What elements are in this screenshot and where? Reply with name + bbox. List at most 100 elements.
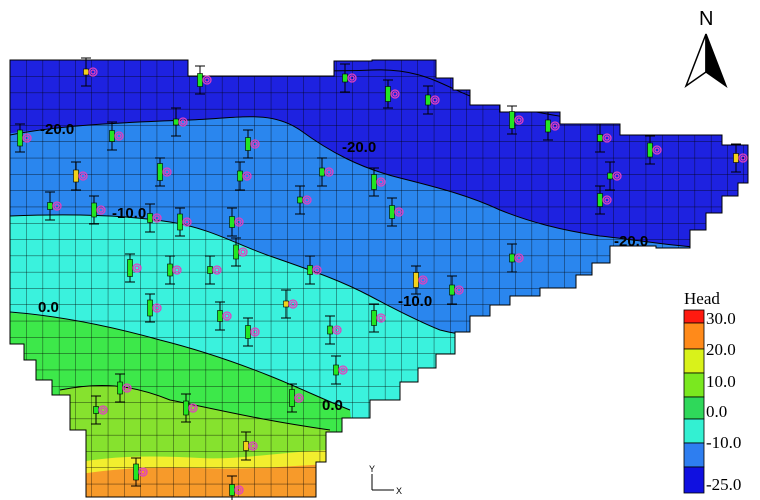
observation-target-icon — [454, 285, 464, 295]
well-marker-icon — [507, 243, 524, 273]
observation-target-icon — [347, 73, 357, 83]
legend-title: Head — [684, 289, 720, 308]
observation-target-icon — [202, 75, 212, 85]
well-marker-icon — [543, 111, 560, 141]
well-marker-icon — [115, 373, 132, 403]
observation-target-icon — [294, 393, 304, 403]
well-marker-icon — [383, 79, 400, 109]
observation-target-icon — [418, 275, 428, 285]
observation-target-icon — [602, 195, 612, 205]
observation-target-icon — [188, 403, 198, 413]
observation-target-icon — [234, 485, 244, 495]
well-marker-icon — [423, 85, 440, 115]
well-marker-icon — [175, 207, 192, 237]
well-marker-icon — [295, 185, 312, 215]
contour-label: -10.0 — [112, 205, 146, 222]
well-marker-icon — [107, 121, 124, 151]
well-marker-icon — [155, 157, 172, 187]
observation-target-icon — [212, 265, 222, 275]
well-marker-icon — [317, 157, 334, 187]
observation-target-icon — [172, 265, 182, 275]
axis-triad-icon: Y X — [369, 464, 402, 496]
observation-target-icon — [652, 145, 662, 155]
observation-target-icon — [394, 207, 404, 217]
observation-target-icon — [88, 67, 98, 77]
well-marker-icon — [71, 161, 88, 191]
contour-label: -20.0 — [40, 121, 74, 138]
well-marker-icon — [243, 129, 260, 159]
observation-target-icon — [238, 247, 248, 257]
observation-target-icon — [152, 213, 162, 223]
observation-target-icon — [78, 171, 88, 181]
legend-label: 0.0 — [706, 402, 728, 421]
observation-target-icon — [302, 195, 312, 205]
well-marker-icon — [145, 293, 162, 323]
well-marker-icon — [195, 65, 212, 95]
observation-target-icon — [250, 327, 260, 337]
well-marker-icon — [215, 301, 232, 331]
well-marker-icon — [645, 135, 662, 165]
legend-label: -25.0 — [706, 475, 742, 494]
observation-target-icon — [52, 201, 62, 211]
well-marker-icon — [507, 105, 524, 135]
observation-target-icon — [430, 95, 440, 105]
observation-target-icon — [178, 117, 188, 127]
legend-label: 10.0 — [706, 372, 736, 391]
well-marker-icon — [125, 253, 142, 283]
well-marker-icon — [287, 383, 304, 413]
observation-target-icon — [152, 303, 162, 313]
north-arrow-icon — [684, 33, 728, 89]
well-marker-icon — [447, 275, 464, 305]
observation-target-icon — [550, 121, 560, 131]
legend-swatch — [683, 396, 705, 420]
observation-target-icon — [332, 325, 342, 335]
observation-target-icon — [514, 115, 524, 125]
well-marker-icon — [387, 197, 404, 227]
axis-y-label: Y — [369, 464, 375, 474]
well-marker-icon — [45, 191, 62, 221]
observation-target-icon — [132, 263, 142, 273]
well-marker-icon — [231, 237, 248, 267]
legend-swatch — [683, 322, 705, 350]
well-marker-icon — [171, 107, 188, 137]
contour-label: 0.0 — [38, 299, 59, 316]
contour-label: 0.0 — [322, 397, 343, 414]
observation-target-icon — [376, 177, 386, 187]
well-marker-icon — [81, 57, 98, 87]
contour-labels: -20.0 -10.0 0.0 -20.0 -10.0 0.0 -20.0 — [38, 121, 648, 414]
observation-target-icon — [22, 133, 32, 143]
legend-swatches — [683, 309, 705, 494]
contour-label: -20.0 — [614, 233, 648, 250]
well-marker-icon — [340, 63, 357, 93]
contour-label: -20.0 — [342, 139, 376, 156]
well-marker-icon — [91, 395, 108, 425]
observation-target-icon — [250, 139, 260, 149]
observation-target-icon — [234, 217, 244, 227]
legend-label: -10.0 — [706, 433, 742, 452]
observation-wells — [15, 57, 748, 500]
legend-swatch — [683, 442, 705, 468]
observation-target-icon — [390, 89, 400, 99]
well-marker-icon — [605, 161, 622, 191]
well-marker-icon — [131, 457, 148, 487]
observation-target-icon — [324, 167, 334, 177]
well-marker-icon — [325, 315, 342, 345]
well-marker-icon — [731, 143, 748, 173]
well-marker-icon — [281, 289, 298, 319]
observation-target-icon — [242, 171, 252, 181]
observation-target-icon — [376, 313, 386, 323]
observation-target-icon — [738, 153, 748, 163]
well-marker-icon — [227, 207, 244, 237]
observation-target-icon — [248, 441, 258, 451]
observation-target-icon — [98, 405, 108, 415]
observation-target-icon — [312, 265, 322, 275]
observation-target-icon — [514, 253, 524, 263]
well-marker-icon — [165, 255, 182, 285]
observation-target-icon — [288, 299, 298, 309]
observation-target-icon — [602, 133, 612, 143]
axis-x-label: X — [396, 486, 402, 496]
well-marker-icon — [145, 203, 162, 233]
well-marker-icon — [205, 255, 222, 285]
